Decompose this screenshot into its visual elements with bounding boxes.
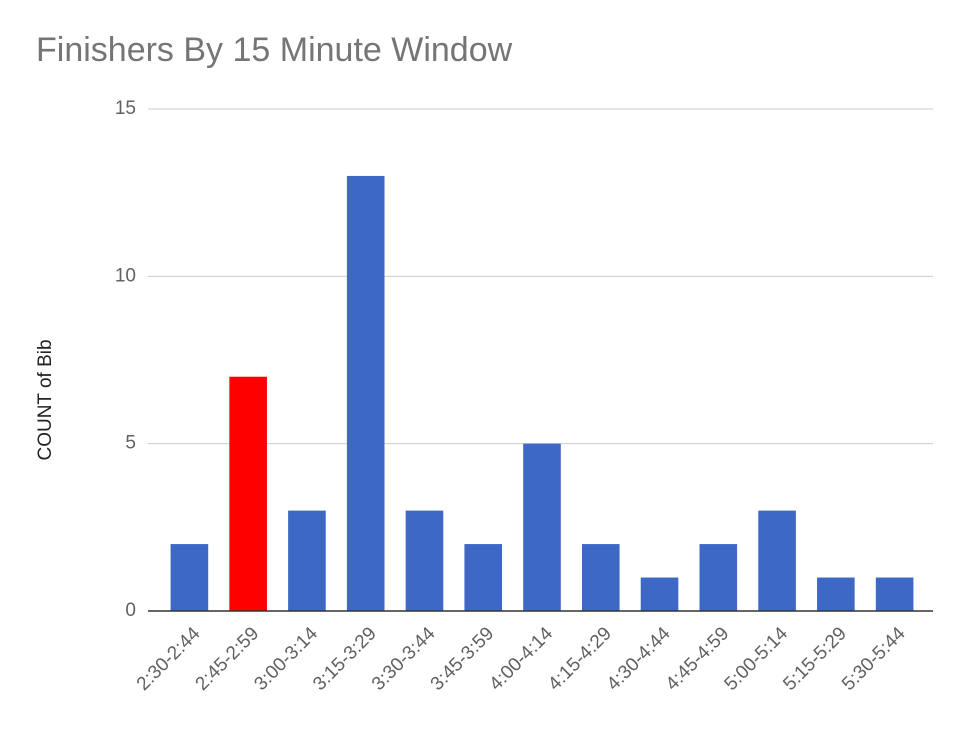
bar — [464, 544, 503, 611]
y-axis-label: COUNT of Bib — [35, 339, 56, 460]
x-tick-label: 5:00-5:14 — [721, 623, 793, 695]
bar — [405, 510, 444, 611]
bar — [581, 544, 620, 611]
x-tick-label: 2:45-2:59 — [192, 623, 264, 695]
y-tick-label: 15 — [115, 98, 136, 119]
x-tick-label: 5:15-5:29 — [779, 623, 851, 695]
x-tick-label: 4:00-4:14 — [485, 623, 557, 695]
bar — [229, 376, 267, 611]
chart-title: Finishers By 15 Minute Window — [36, 31, 513, 69]
bar — [817, 577, 855, 611]
bar — [523, 443, 561, 611]
x-tick-label: 3:00-3:14 — [250, 623, 322, 695]
x-tick-label: 3:30-3:44 — [368, 623, 440, 695]
x-tick-label: 2:30-2:44 — [133, 623, 205, 695]
bar — [875, 577, 914, 611]
x-tick-label: 3:45-3:59 — [427, 623, 499, 695]
x-tick-label: 4:15-4:29 — [544, 623, 616, 695]
x-tick-label: 4:30-4:44 — [603, 623, 675, 695]
x-tick-label: 5:30-5:44 — [838, 623, 910, 695]
y-tick-label: 0 — [125, 600, 136, 621]
x-tick-label: 3:15-3:29 — [309, 623, 381, 695]
bar — [288, 510, 326, 611]
bar — [170, 544, 209, 611]
y-tick-label: 5 — [125, 433, 136, 454]
x-tick-label: 4:45-4:59 — [662, 623, 734, 695]
bar — [699, 544, 738, 611]
y-tick-label: 10 — [115, 265, 136, 286]
bar — [758, 510, 796, 611]
bar — [640, 577, 679, 611]
bar — [346, 175, 385, 611]
